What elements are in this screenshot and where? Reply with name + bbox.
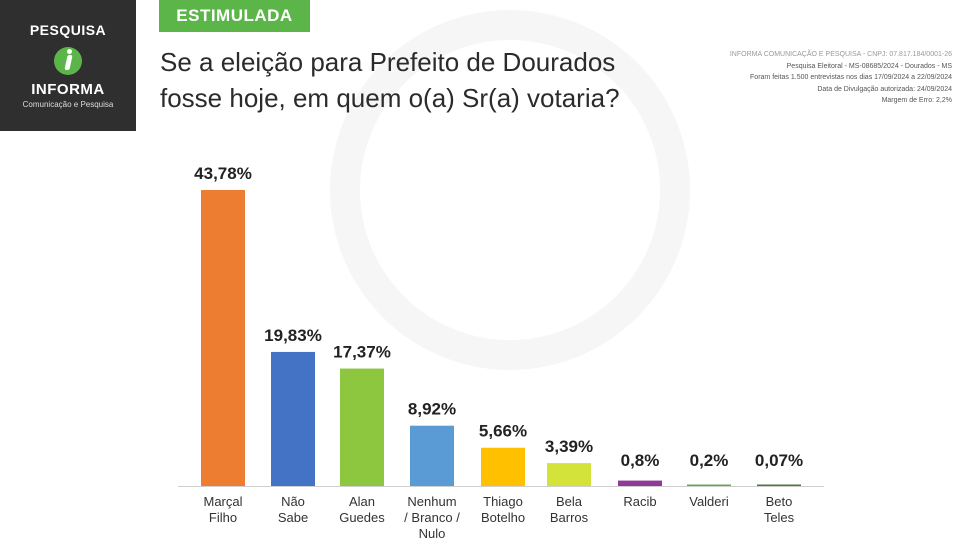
data-label: 0,2% — [690, 451, 729, 470]
bar — [757, 484, 801, 486]
bar — [547, 463, 591, 486]
bar — [201, 190, 245, 486]
bar — [340, 368, 384, 486]
data-label: 5,66% — [479, 422, 527, 441]
data-label: 0,8% — [621, 451, 660, 470]
survey-info-company: INFORMA COMUNICAÇÃO E PESQUISA - CNPJ: 0… — [729, 51, 952, 58]
bar — [687, 484, 731, 486]
data-label: 0,07% — [755, 451, 803, 470]
category-label: Não Sabe — [278, 494, 308, 525]
page-title: Se a eleição para Prefeito de Dourados f… — [160, 44, 680, 116]
category-label: Beto Teles — [764, 494, 795, 525]
category-label: Thiago Botelho — [481, 494, 525, 525]
category-label: Nenhum / Branco / Nulo — [404, 494, 460, 541]
bar — [618, 480, 662, 486]
brand-tagline: Comunicação e Pesquisa — [22, 100, 114, 109]
category-label: Bela Barros — [550, 494, 589, 525]
brand-line-informa: INFORMA — [31, 81, 105, 98]
survey-info-registration: Pesquisa Eleitoral - MS-08685/2024 - Dou… — [786, 62, 952, 70]
bar — [271, 351, 315, 486]
survey-info-margin: Margem de Erro: 2,2% — [881, 97, 952, 105]
bar — [481, 447, 525, 486]
category-label: Valderi — [689, 494, 729, 509]
poll-type-badge: ESTIMULADA — [159, 0, 310, 32]
survey-info-interviews: Foram feitas 1.500 entrevistas nos dias … — [750, 74, 952, 82]
data-label: 17,37% — [333, 343, 391, 362]
title-line-1: Se a eleição para Prefeito de Dourados — [160, 47, 616, 77]
data-label: 19,83% — [264, 326, 322, 345]
title-line-2: fosse hoje, em quem o(a) Sr(a) votaria? — [160, 83, 620, 113]
category-label: Alan Guedes — [339, 494, 385, 525]
category-label: Marçal Filho — [203, 494, 242, 525]
data-label: 3,39% — [545, 437, 593, 456]
data-label: 43,78% — [194, 164, 252, 183]
brand-line-pesquisa: PESQUISA — [29, 22, 107, 38]
info-i-icon — [54, 47, 82, 75]
survey-info-release-date: Data de Divulgação autorizada: 24/09/202… — [817, 85, 952, 93]
survey-info: INFORMA COMUNICAÇÃO E PESQUISA - CNPJ: 0… — [632, 49, 952, 107]
category-label: Racib — [623, 494, 656, 509]
brand-logo: PESQUISA INFORMA Comunicação e Pesquisa — [0, 0, 136, 131]
bar — [410, 425, 454, 486]
data-label: 8,92% — [408, 400, 456, 419]
